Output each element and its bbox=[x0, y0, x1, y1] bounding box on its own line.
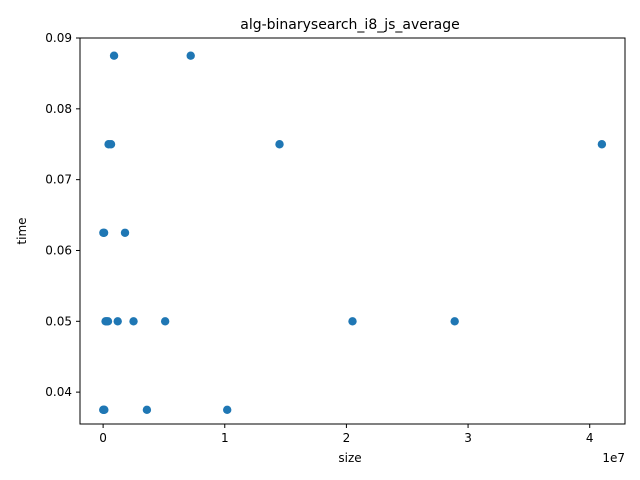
data-points bbox=[99, 51, 607, 415]
y-tick-label: 0.04 bbox=[45, 385, 72, 399]
data-point bbox=[222, 405, 232, 415]
data-point bbox=[109, 51, 119, 60]
y-tick-label: 0.06 bbox=[45, 243, 72, 257]
data-point bbox=[129, 317, 138, 326]
x-axis-offset-label: 1e7 bbox=[602, 451, 625, 465]
data-point bbox=[100, 405, 109, 415]
y-axis-label: time bbox=[15, 217, 29, 244]
x-tick-label: 2 bbox=[343, 431, 351, 445]
y-tick-label: 0.08 bbox=[45, 102, 72, 116]
data-point bbox=[120, 228, 130, 237]
x-tick-label: 4 bbox=[586, 431, 594, 445]
y-axis-ticks: 0.04 0.05 0.06 0.07 0.08 0.09 bbox=[45, 31, 80, 399]
x-tick-label: 0 bbox=[99, 431, 107, 445]
data-point bbox=[103, 317, 113, 326]
data-point bbox=[99, 228, 109, 237]
chart-title: alg-binarysearch_i8_js_average bbox=[240, 17, 459, 33]
data-point bbox=[450, 317, 459, 326]
data-point bbox=[160, 317, 170, 326]
data-point bbox=[113, 317, 122, 326]
y-tick-label: 0.07 bbox=[45, 173, 72, 187]
x-axis-ticks: 0 1 2 3 4 bbox=[99, 424, 594, 445]
data-point bbox=[275, 140, 284, 149]
data-point bbox=[142, 405, 152, 415]
x-tick-label: 1 bbox=[221, 431, 229, 445]
x-tick-label: 3 bbox=[464, 431, 472, 445]
data-point bbox=[348, 317, 357, 326]
data-point bbox=[186, 51, 195, 60]
y-tick-label: 0.05 bbox=[45, 314, 72, 328]
x-axis-label: size bbox=[338, 451, 361, 465]
data-point bbox=[597, 140, 607, 149]
data-point bbox=[106, 140, 116, 149]
plot-frame bbox=[79, 37, 626, 425]
y-tick-label: 0.09 bbox=[45, 31, 72, 45]
